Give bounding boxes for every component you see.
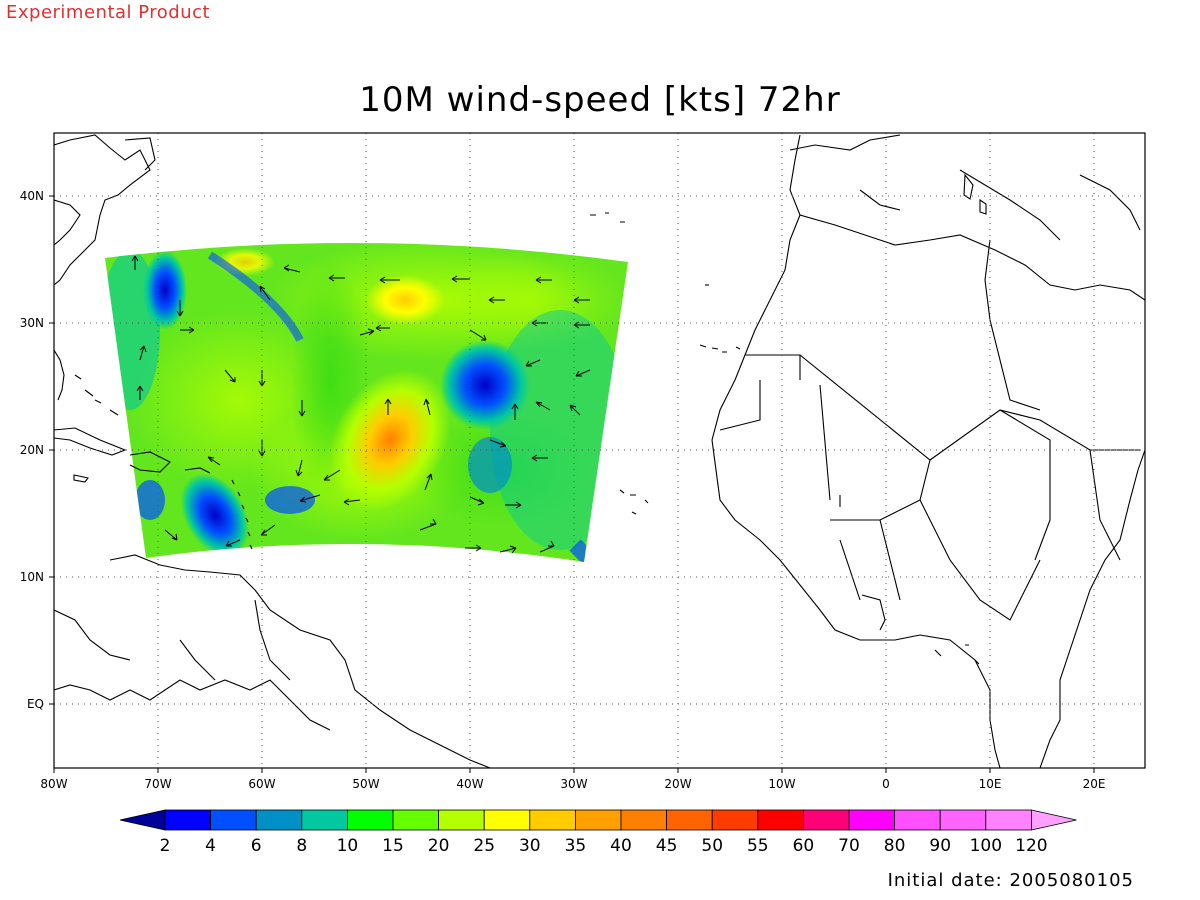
- colorbar-label: 100: [970, 836, 1002, 856]
- lon-tick-label: 40W: [456, 777, 483, 791]
- lon-tick-label: 10W: [768, 777, 795, 791]
- colorbar-swatch: [848, 809, 895, 831]
- colorbar-swatch: [711, 809, 759, 831]
- colorbar-low-arrow: [119, 809, 166, 831]
- colorbar-label: 25: [473, 836, 495, 856]
- colorbar-swatch: [757, 809, 804, 831]
- colorbar-label: 120: [1015, 836, 1047, 856]
- lon-tick-label: 50W: [352, 777, 379, 791]
- colorbar-swatch: [939, 809, 987, 831]
- colorbar-label: 55: [747, 836, 769, 856]
- colorbar-swatch: [301, 809, 348, 831]
- coastlines: [54, 134, 1145, 768]
- colorbar-swatch: [803, 809, 850, 831]
- colorbar-swatch: [666, 809, 713, 831]
- lon-tick-label: 20W: [664, 777, 691, 791]
- colorbar-swatch: [438, 809, 485, 831]
- colorbar-swatch: [894, 809, 941, 831]
- colorbar-label: 45: [656, 836, 678, 856]
- colorbar-label: 4: [205, 836, 216, 856]
- lon-tick-label: 10E: [979, 777, 1002, 791]
- lat-tick-label: 20N: [20, 443, 44, 457]
- colorbar-high-arrow: [1031, 809, 1077, 831]
- lon-tick-label: 60W: [248, 777, 275, 791]
- colorbar-label: 50: [701, 836, 723, 856]
- lon-tick-label: 0: [882, 777, 890, 791]
- lat-tick-label: 40N: [20, 189, 44, 203]
- colorbar-label: 8: [296, 836, 307, 856]
- colorbar-label: 60: [793, 836, 815, 856]
- axis-ticks: [49, 195, 1095, 773]
- colorbar-swatch: [483, 809, 531, 831]
- chart-title: 10M wind-speed [kts] 72hr: [359, 80, 841, 120]
- colorbar-swatch: [529, 809, 576, 831]
- lat-tick-label: 10N: [20, 570, 44, 584]
- colorbar-label: 90: [929, 836, 951, 856]
- colorbar-label: 6: [251, 836, 262, 856]
- colorbar-swatch: [255, 809, 303, 831]
- colorbar-label: 15: [382, 836, 404, 856]
- lon-tick-label: 80W: [40, 777, 67, 791]
- colorbar-swatch: [392, 809, 439, 831]
- colorbar-label: 40: [610, 836, 632, 856]
- colorbar-swatch: [164, 809, 211, 831]
- colorbar-swatch: [620, 809, 667, 831]
- colorbar-label: 30: [519, 836, 541, 856]
- experimental-product-label: Experimental Product: [6, 2, 211, 23]
- colorbar-swatch: [575, 809, 622, 831]
- initial-date-label: Initial date: 2005080105: [887, 870, 1134, 891]
- colorbar-label: 35: [565, 836, 587, 856]
- lon-tick-label: 30W: [560, 777, 587, 791]
- colorbar-label: 80: [884, 836, 906, 856]
- lat-tick-label: 30N: [20, 316, 44, 330]
- wind-vectors: [131, 255, 591, 554]
- colorbar-swatch: [346, 809, 394, 831]
- colorbar-label: 20: [428, 836, 450, 856]
- colorbar-label: 10: [337, 836, 359, 856]
- wind-speed-field: [105, 242, 628, 563]
- colorbar-label: 70: [838, 836, 860, 856]
- lon-tick-label: 20E: [1083, 777, 1106, 791]
- colorbar-swatch: [985, 809, 1032, 831]
- colorbar-label: 2: [160, 836, 171, 856]
- lat-tick-label: EQ: [27, 697, 44, 711]
- colorbar: 2 4 6 8 10 15 20 25 30 35 40 45 50 55 60 70 80 90 100 120: [119, 809, 1077, 856]
- colorbar-swatch: [210, 809, 257, 831]
- lon-tick-label: 70W: [144, 777, 171, 791]
